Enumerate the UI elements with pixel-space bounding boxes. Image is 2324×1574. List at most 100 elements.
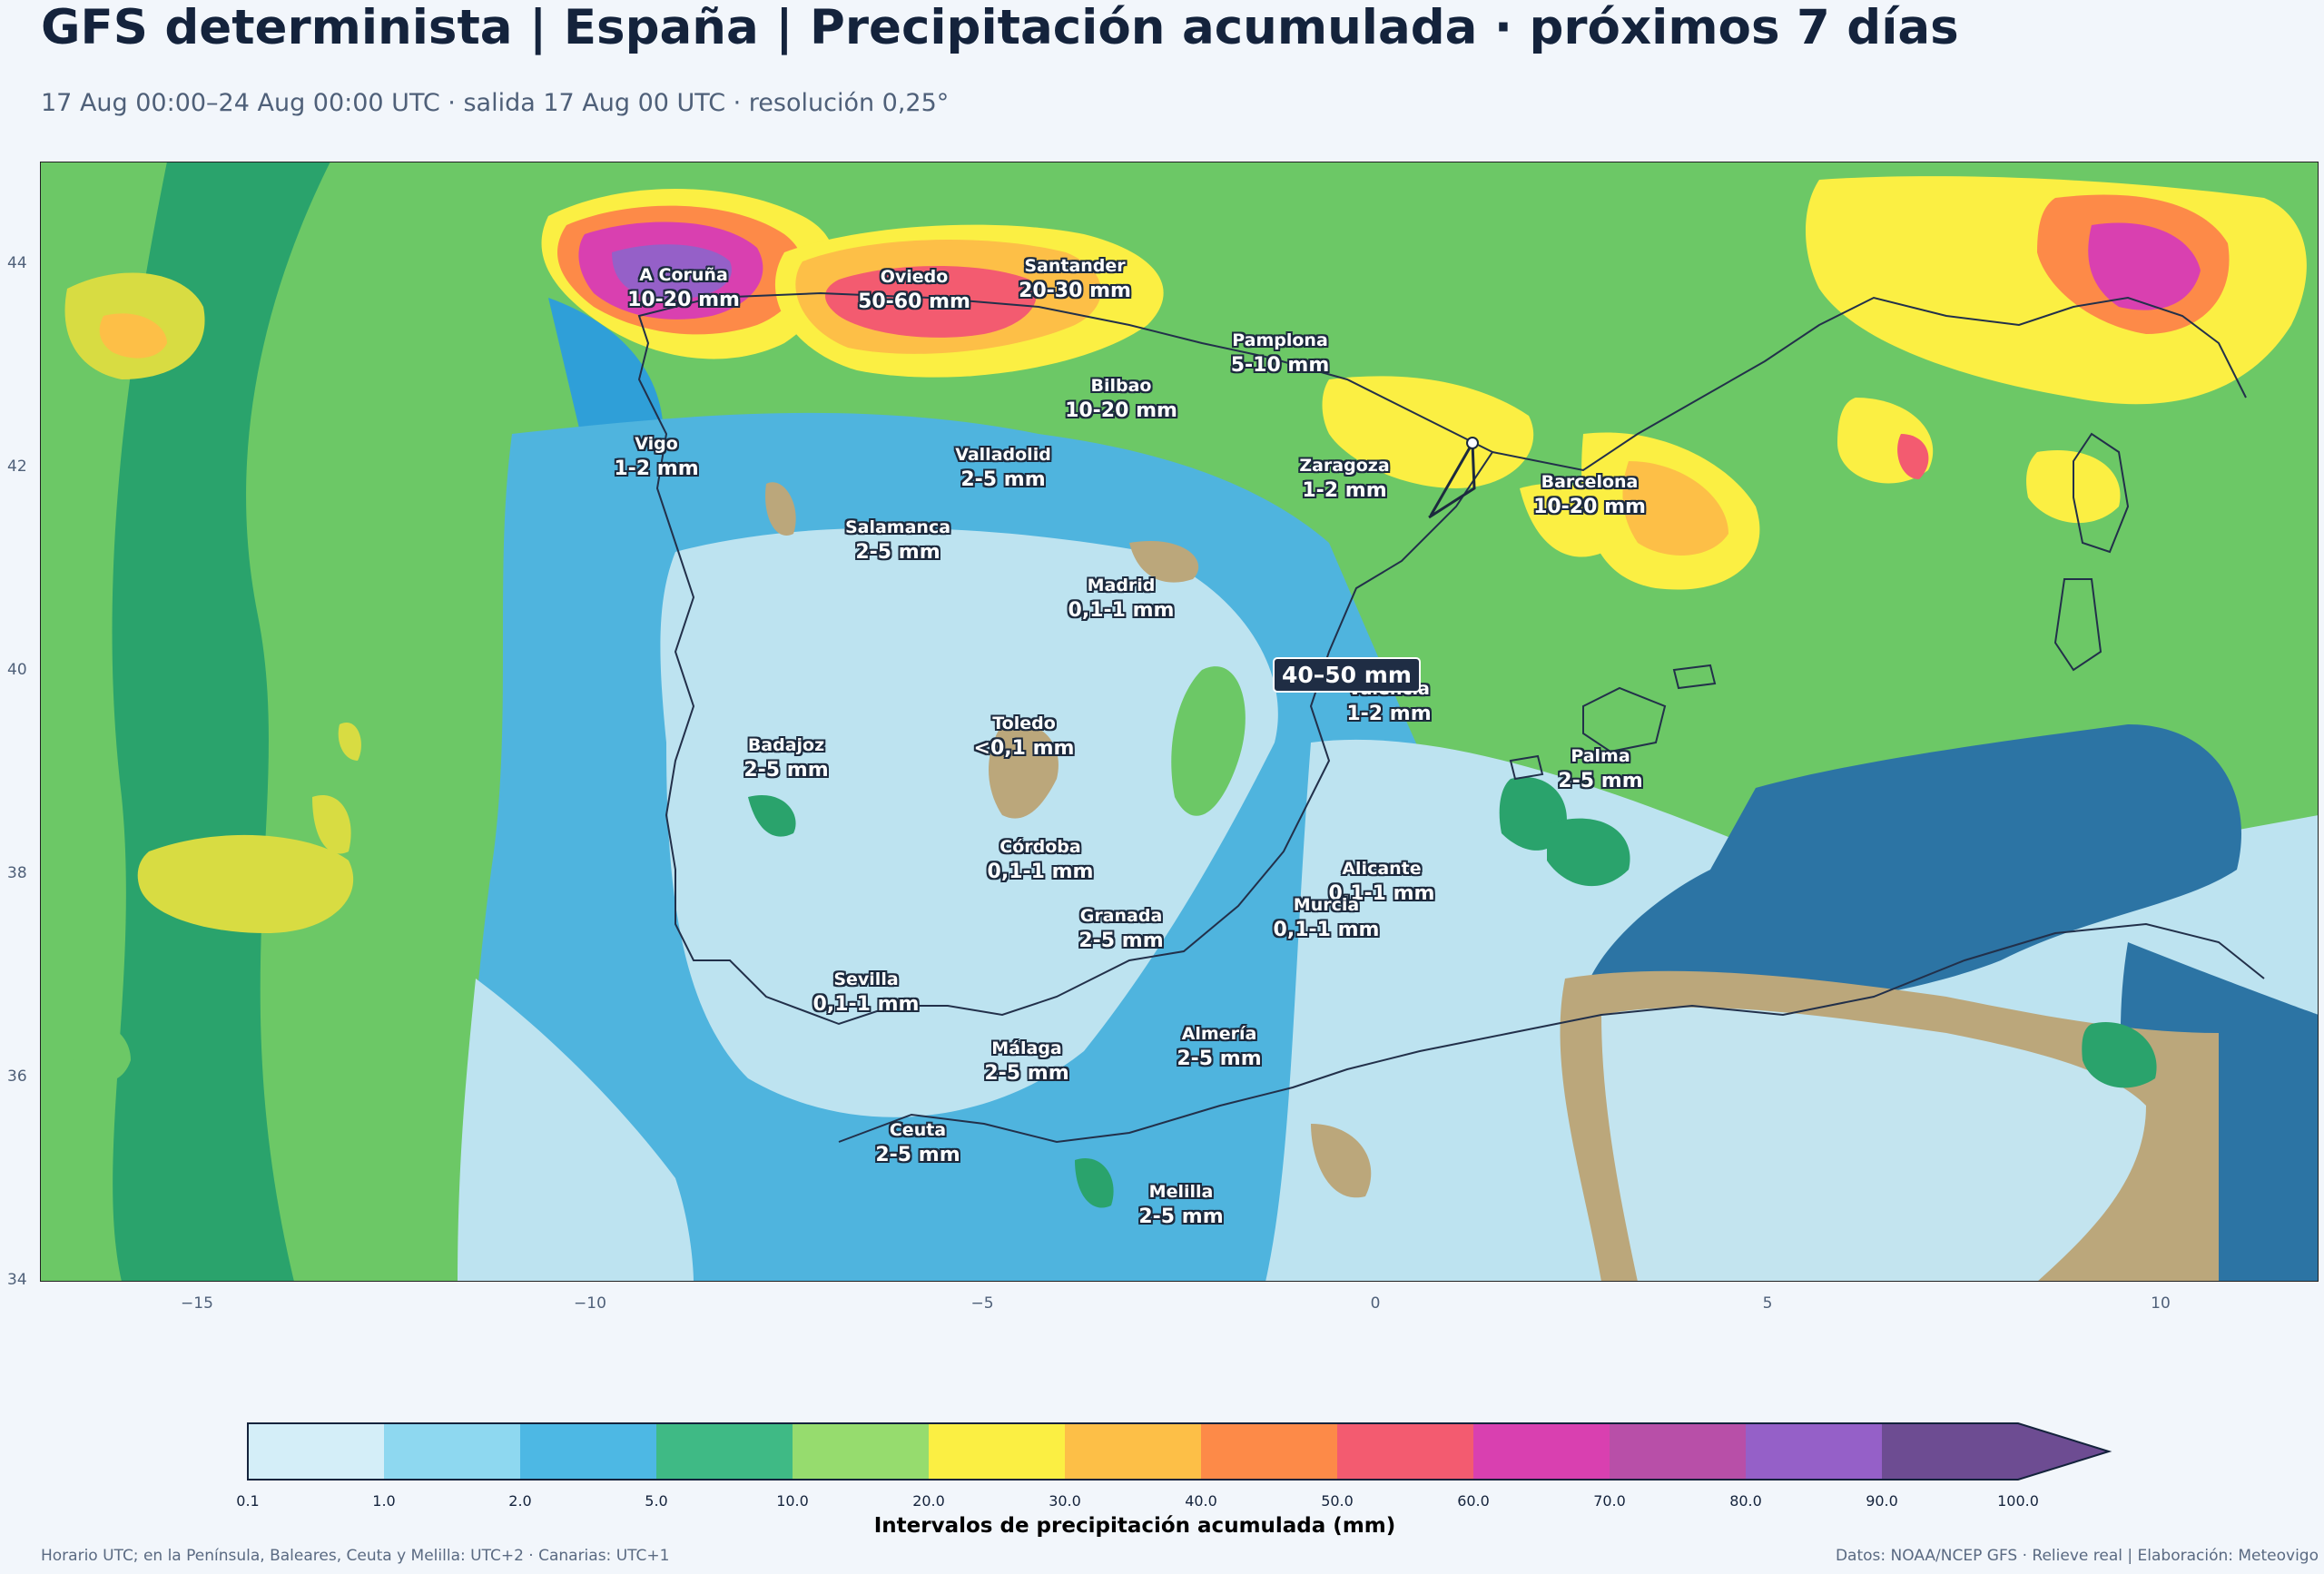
colorbar-tick-label: 30.0	[1049, 1492, 1081, 1510]
city-precip-value: 0,1-1 mm	[1273, 919, 1380, 941]
colorbar-tick-label: 10.0	[776, 1492, 809, 1510]
y-tick: 34	[7, 1271, 27, 1289]
colorbar-extend-arrow	[1882, 1423, 2109, 1480]
city-precip-value: 10-20 mm	[1065, 399, 1177, 422]
city-precip-value: 0,1-1 mm	[1068, 599, 1175, 622]
footer-credits: Datos: NOAA/NCEP GFS · Relieve real | El…	[1835, 1547, 2319, 1565]
colorbar-outline	[247, 1422, 2112, 1481]
city-name-label: Toledo	[992, 713, 1056, 733]
city-name-label: Murcia	[1293, 895, 1360, 915]
precip-zone	[660, 527, 1278, 1117]
colorbar	[247, 1422, 2112, 1481]
city-precip-value: 50-60 mm	[858, 290, 970, 313]
city-precip-value: 1-2 mm	[1302, 479, 1387, 502]
colorbar-tick-label: 5.0	[645, 1492, 668, 1510]
colorbar-tick-label: 0.1	[236, 1492, 260, 1510]
city-precip-value: 10-20 mm	[1533, 496, 1646, 518]
city-precip-value: 2-5 mm	[855, 541, 940, 564]
city-name-label: Zaragoza	[1299, 456, 1390, 476]
city-precip-value: 2-5 mm	[1558, 770, 1643, 792]
colorbar-tick-label: 2.0	[508, 1492, 532, 1510]
city-precip-value: 1-2 mm	[614, 457, 699, 480]
city-name-label: Madrid	[1087, 575, 1156, 595]
y-tick: 44	[7, 254, 27, 272]
precipitation-map[interactable]: A Coruña 10-20 mm Oviedo 50-60 mm Santander 2…	[40, 162, 2319, 1282]
x-tick: −15	[181, 1294, 213, 1313]
map-canvas	[40, 162, 2319, 1282]
city-precip-value: 2-5 mm	[984, 1062, 1069, 1085]
colorbar-segment	[656, 1423, 793, 1480]
city-precip-value: 1-2 mm	[1346, 703, 1432, 725]
city-name-label: Valladolid	[955, 445, 1051, 465]
y-tick: 38	[7, 864, 27, 882]
y-tick: 42	[7, 457, 27, 476]
x-tick: 5	[1762, 1294, 1773, 1313]
city-name-label: Pamplona	[1232, 330, 1328, 350]
colorbar-segment	[1610, 1423, 1746, 1480]
colorbar-segment	[1746, 1423, 1882, 1480]
y-tick: 40	[7, 661, 27, 679]
city-name-label: Salamanca	[844, 517, 951, 537]
colorbar-label: Intervalos de precipitación acumulada (m…	[873, 1514, 1396, 1538]
precip-zone	[1580, 724, 2241, 1033]
city-precip-value: 0,1-1 mm	[987, 861, 1094, 883]
x-tick: 0	[1370, 1294, 1381, 1313]
city-name-label: Málaga	[991, 1038, 1062, 1058]
colorbar-tick-label: 40.0	[1185, 1492, 1217, 1510]
highlight-callout: 40–50 mm	[1273, 657, 1421, 693]
city-name-label: Oviedo	[880, 267, 949, 287]
x-tick: 10	[2151, 1294, 2171, 1313]
city-precip-value: 0,1-1 mm	[812, 993, 920, 1016]
y-tick: 36	[7, 1067, 27, 1086]
x-tick: −10	[574, 1294, 606, 1313]
city-name-label: Vigo	[635, 434, 678, 454]
page-title: GFS determinista | España | Precipitació…	[41, 0, 1959, 55]
colorbar-segment	[1201, 1423, 1337, 1480]
colorbar-segment	[1065, 1423, 1201, 1480]
city-precip-value: 2-5 mm	[1177, 1048, 1262, 1070]
colorbar-tick-label: 70.0	[1593, 1492, 1626, 1510]
colorbar-segment	[1473, 1423, 1610, 1480]
colorbar-tick-label: 90.0	[1866, 1492, 1898, 1510]
city-name-label: Ceuta	[889, 1120, 947, 1140]
colorbar-segment	[248, 1423, 384, 1480]
city-name-label: Palma	[1571, 746, 1630, 766]
colorbar-tick-label: 100.0	[1997, 1492, 2039, 1510]
city-name-label: A Coruña	[639, 265, 728, 285]
colorbar-tick-label: 50.0	[1321, 1492, 1354, 1510]
coastline	[838, 922, 2265, 1144]
city-name-label: Bilbao	[1090, 376, 1152, 396]
x-tick: −5	[970, 1294, 994, 1313]
city-precip-value: 2-5 mm	[1078, 930, 1164, 952]
city-precip-value: <0,1 mm	[973, 737, 1075, 760]
coastline	[637, 291, 1494, 1026]
city-precip-value: 2-5 mm	[875, 1144, 960, 1166]
city-name-label: Sevilla	[833, 969, 899, 989]
colorbar-tick-label: 1.0	[372, 1492, 396, 1510]
city-name-label: Badajoz	[747, 735, 825, 755]
city-precip-value: 20-30 mm	[1019, 280, 1131, 302]
city-precip-value: 2-5 mm	[960, 468, 1046, 491]
city-name-label: Alicante	[1342, 859, 1422, 879]
city-precip-value: 2-5 mm	[1138, 1205, 1224, 1228]
colorbar-segment	[929, 1423, 1065, 1480]
colorbar-tick-label: 80.0	[1729, 1492, 1762, 1510]
colorbar-segment	[520, 1423, 656, 1480]
city-name-label: Santander	[1024, 256, 1126, 276]
colorbar-tick-label: 20.0	[912, 1492, 945, 1510]
colorbar-segment	[793, 1423, 929, 1480]
city-precip-value: 0,1-1 mm	[1328, 882, 1435, 905]
page-subtitle: 17 Aug 00:00–24 Aug 00:00 UTC · salida 1…	[41, 89, 950, 117]
city-name-label: Granada	[1079, 906, 1163, 926]
city-precip-value: 2-5 mm	[743, 759, 829, 782]
colorbar-tick-label: 60.0	[1457, 1492, 1490, 1510]
city-name-label: Córdoba	[1000, 837, 1081, 857]
colorbar-segment	[1337, 1423, 1473, 1480]
colorbar-segment	[384, 1423, 520, 1480]
coastline	[1492, 296, 2247, 472]
footer-timezone-note: Horario UTC; en la Península, Baleares, …	[41, 1547, 670, 1565]
city-precip-value: 5-10 mm	[1230, 354, 1330, 377]
city-name-label: Barcelona	[1541, 472, 1639, 492]
city-precip-value: 10-20 mm	[627, 289, 740, 311]
city-name-label: Melilla	[1148, 1182, 1214, 1202]
